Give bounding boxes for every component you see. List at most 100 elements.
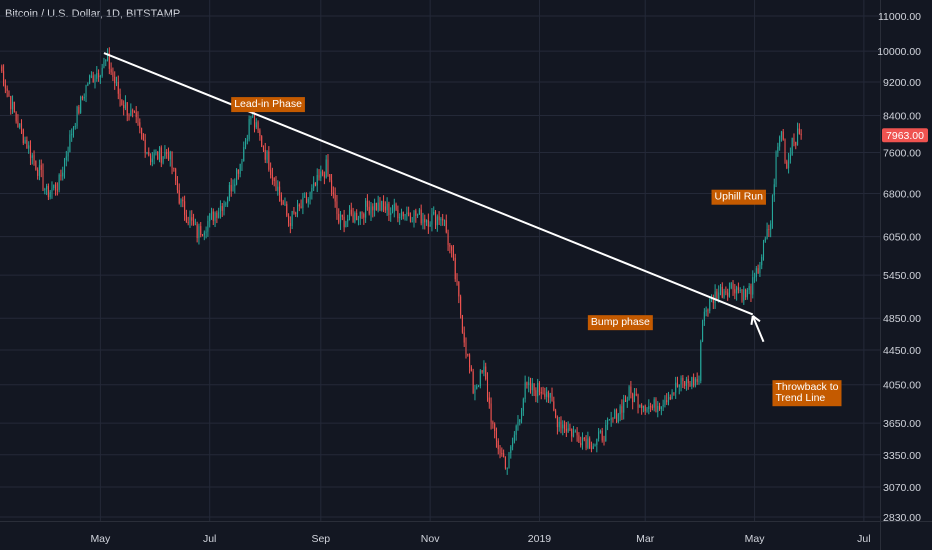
- candle: [728, 282, 730, 298]
- candle: [232, 179, 234, 192]
- candle: [666, 393, 668, 405]
- candle: [141, 127, 143, 140]
- candle: [40, 159, 42, 178]
- candle: [280, 192, 282, 206]
- candle: [757, 264, 759, 274]
- time-axis[interactable]: May Jul Sep Nov 2019 Mar May Jul: [90, 533, 870, 545]
- candle: [273, 177, 275, 187]
- candle: [298, 203, 300, 212]
- candle: [253, 112, 256, 133]
- price-tick-label: 10000.00: [877, 46, 921, 58]
- candle: [589, 436, 591, 450]
- candle: [705, 306, 707, 317]
- candle: [452, 244, 454, 261]
- candle: [71, 128, 73, 142]
- candle: [562, 420, 564, 436]
- candle: [343, 209, 345, 233]
- candle: [725, 286, 727, 296]
- candle: [331, 173, 333, 196]
- candle: [619, 404, 621, 422]
- time-tick-label: Sep: [311, 533, 330, 545]
- candle: [19, 123, 21, 130]
- trend-line[interactable]: [103, 52, 754, 316]
- candle: [750, 283, 752, 302]
- candle: [76, 105, 78, 129]
- candle: [413, 210, 415, 228]
- candle: [637, 393, 639, 414]
- candle: [764, 236, 766, 243]
- candle: [415, 208, 417, 223]
- candle: [124, 95, 126, 111]
- candle: [485, 362, 487, 381]
- arrow-icon: [750, 315, 765, 343]
- candle: [37, 167, 39, 180]
- candle: [508, 451, 510, 469]
- candle: [648, 399, 650, 415]
- candle: [599, 429, 601, 434]
- candle: [734, 284, 736, 300]
- candle: [476, 384, 478, 390]
- candle: [583, 436, 585, 442]
- candle: [225, 201, 227, 207]
- candle: [356, 209, 358, 221]
- candle: [279, 181, 281, 202]
- candle: [759, 261, 761, 277]
- price-axis[interactable]: 11000.00 10000.00 9200.00 8400.00 7600.00 680…: [877, 11, 921, 524]
- candle: [42, 163, 44, 191]
- candle: [291, 210, 293, 230]
- candle: [569, 423, 571, 432]
- time-tick-label: Jul: [857, 533, 870, 545]
- candle: [334, 187, 336, 208]
- candle: [703, 308, 705, 326]
- candle: [388, 201, 390, 222]
- candle: [779, 135, 781, 151]
- candle: [314, 182, 316, 187]
- candle: [426, 219, 428, 226]
- candle: [449, 243, 451, 254]
- candle: [650, 402, 652, 413]
- candle: [623, 394, 625, 420]
- candle: [266, 150, 268, 164]
- candle: [44, 187, 46, 195]
- annotation-text: Uphill Run: [715, 191, 764, 203]
- candle: [580, 436, 582, 448]
- candle: [338, 208, 340, 225]
- candle: [187, 216, 189, 226]
- price-tick-label: 4850.00: [883, 313, 921, 325]
- candle: [716, 288, 718, 301]
- candle: [350, 202, 352, 217]
- candle: [761, 254, 763, 270]
- candle: [576, 427, 578, 442]
- candle: [671, 389, 673, 400]
- candle: [384, 201, 386, 213]
- candle: [117, 75, 119, 100]
- candle: [370, 202, 372, 221]
- candle: [1, 64, 3, 73]
- candle: [336, 194, 338, 220]
- candle: [55, 182, 57, 196]
- candle: [460, 294, 462, 319]
- candle: [612, 417, 614, 423]
- price-tick-label: 7600.00: [883, 147, 921, 159]
- price-tick-label: 6800.00: [883, 188, 921, 200]
- candle: [234, 178, 236, 194]
- candle: [216, 210, 218, 224]
- candle: [123, 100, 125, 116]
- candles: [1, 47, 802, 475]
- candle: [691, 376, 693, 390]
- candle: [443, 219, 446, 227]
- annotation-label[interactable]: Bump phase: [587, 315, 653, 331]
- candle: [594, 443, 596, 447]
- annotation-label[interactable]: Lead-in Phase: [231, 97, 305, 113]
- candle: [490, 397, 492, 430]
- candle: [184, 195, 186, 221]
- candle: [788, 152, 790, 174]
- candle: [546, 387, 548, 403]
- candle: [467, 353, 469, 357]
- candle: [793, 133, 795, 147]
- price-tick-label: 11000.00: [878, 11, 921, 23]
- annotation-label[interactable]: Uphill Run: [711, 189, 766, 205]
- candle: [739, 287, 741, 294]
